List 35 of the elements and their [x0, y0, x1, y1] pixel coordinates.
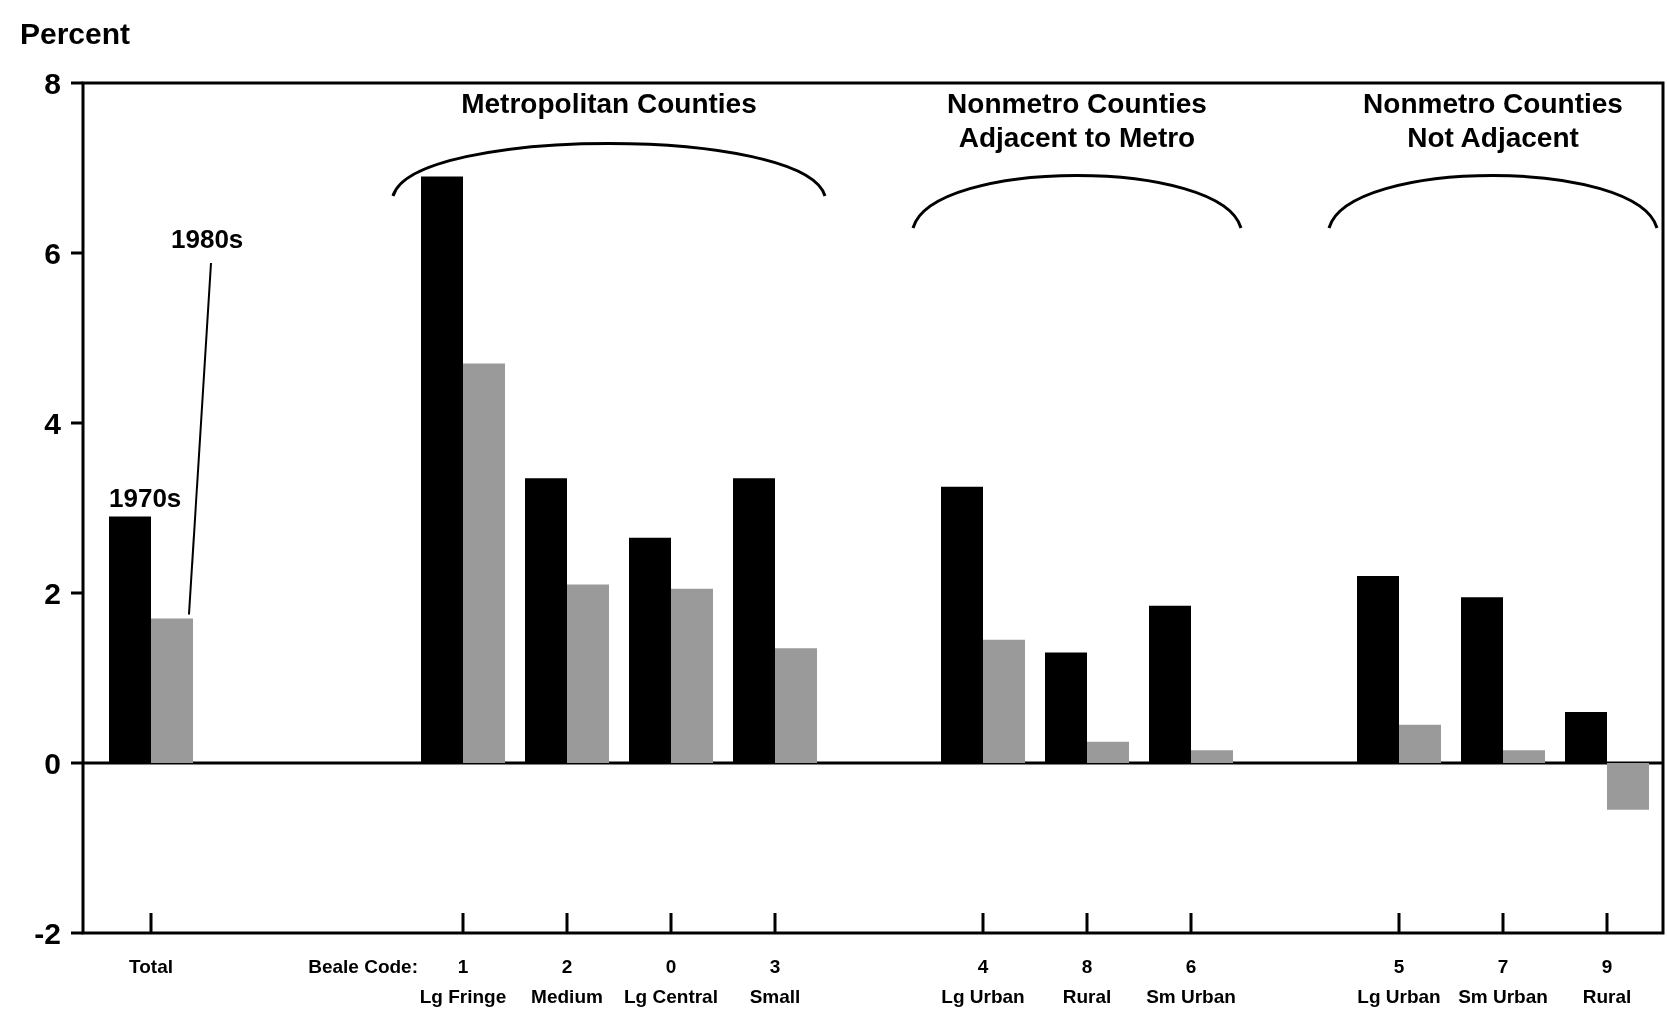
- y-tick-label: 0: [44, 746, 61, 780]
- x-tick-label: 6 Sm Urban: [1146, 956, 1236, 1007]
- bar: [1607, 763, 1649, 810]
- x-tick-label: 5 Lg Urban: [1357, 956, 1441, 1007]
- text: 1980s: [171, 224, 244, 254]
- bar: [1191, 750, 1233, 763]
- y-axis-title: Percent: [20, 17, 131, 50]
- y-tick-label: 6: [44, 236, 61, 270]
- bar: [463, 363, 505, 763]
- y-tick-label: 4: [44, 406, 62, 440]
- bar: [1503, 750, 1545, 763]
- x-tick-label: 1 Lg Fringe: [419, 956, 507, 1007]
- x-tick-label: Total: [129, 956, 173, 977]
- bar: [983, 639, 1025, 763]
- bar: [567, 584, 609, 763]
- y-tick-label: 2: [44, 576, 61, 610]
- x-tick-label: 8 Rural: [1062, 956, 1112, 1007]
- bar: [775, 648, 817, 763]
- y-tick-label: 8: [44, 66, 61, 100]
- annotation: Nonmetro Counties Not Adjacent: [1363, 88, 1623, 153]
- x-tick-label: 2 Medium: [531, 956, 603, 1007]
- text: Beale Code:: [308, 956, 418, 977]
- bar: [671, 588, 713, 763]
- bar: [151, 618, 193, 763]
- x-tick-label: 3 Small: [749, 956, 801, 1007]
- y-tick-label: -2: [34, 916, 61, 950]
- bar: [1399, 724, 1441, 763]
- series-label: 1970s: [109, 482, 182, 513]
- x-tick-label: 7 Sm Urban: [1458, 956, 1548, 1007]
- x-tick-label: 4 Lg Urban: [941, 956, 1025, 1007]
- x-tick-label: 0 Lg Central: [624, 956, 718, 1007]
- bar: [1087, 741, 1129, 763]
- annotation: Metropolitan Counties: [461, 88, 757, 119]
- x-tick-label: 9 Rural: [1582, 956, 1632, 1007]
- annotation: Nonmetro Counties Adjacent to Metro: [947, 88, 1207, 153]
